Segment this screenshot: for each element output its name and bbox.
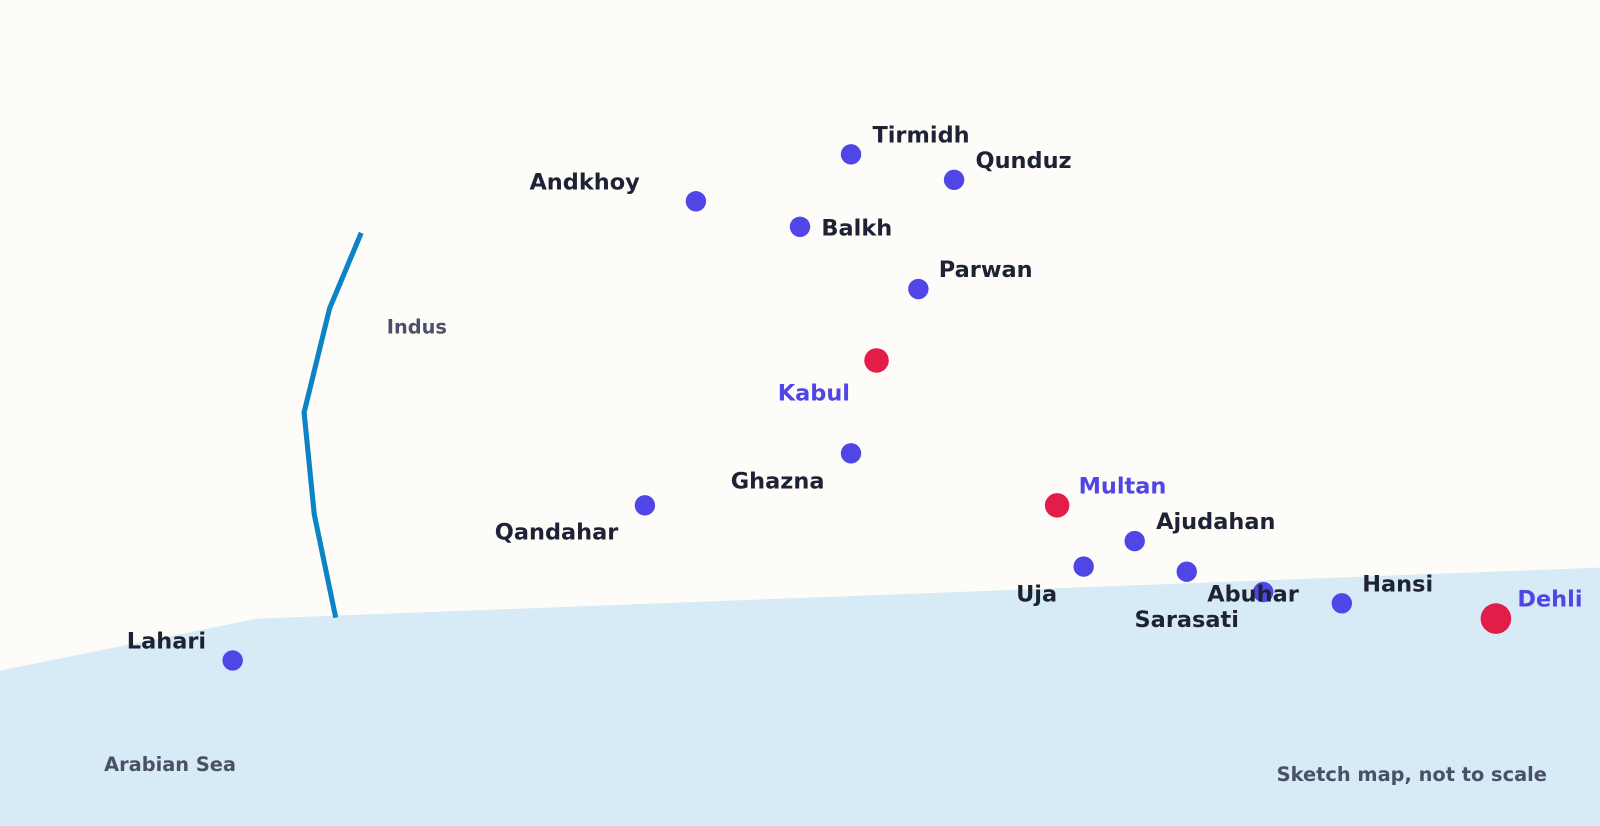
place-label: Multan <box>1079 473 1167 499</box>
places: Tirmidh Qunduz Andkhoy Balkh Parwan Kabul Ghaz… <box>127 122 1583 671</box>
place-label: Qandahar <box>495 519 619 545</box>
town-marker <box>943 169 965 191</box>
place-label: Qunduz <box>976 148 1072 174</box>
town-marker <box>1331 593 1353 614</box>
place-label: Parwan <box>939 257 1033 283</box>
town-marker <box>1124 530 1145 552</box>
town-marker <box>1073 556 1094 577</box>
town-marker <box>908 278 929 300</box>
place-label: Sarasati <box>1135 607 1239 633</box>
sea-label: Arabian Sea <box>104 753 236 776</box>
place-label: Abuhar <box>1207 582 1299 608</box>
place-label: Kabul <box>778 381 850 407</box>
town-marker <box>685 191 707 212</box>
capital-marker <box>864 348 889 373</box>
place-label: Ajudahan <box>1156 509 1275 535</box>
place-label: Lahari <box>127 629 206 655</box>
town-marker <box>840 144 862 165</box>
sea <box>0 567 1600 826</box>
capital-marker <box>1480 603 1512 634</box>
town-marker <box>1253 581 1274 603</box>
town-marker <box>1176 561 1197 582</box>
place-label: Dehli <box>1517 587 1582 613</box>
town-marker <box>789 216 811 237</box>
place-label: Hansi <box>1362 571 1433 597</box>
river <box>301 231 364 619</box>
place-label: Ghazna <box>731 468 825 494</box>
note: Sketch map, not to scale <box>1277 763 1547 786</box>
place-label: Uja <box>1016 582 1057 608</box>
town-marker <box>222 650 243 671</box>
place-label: Balkh <box>821 215 892 241</box>
town-marker <box>840 443 862 464</box>
river-label: Indus <box>387 315 447 338</box>
capital-marker <box>1044 493 1070 518</box>
place-label: Tirmidh <box>872 122 969 148</box>
town-marker <box>634 495 656 516</box>
place-label: Andkhoy <box>529 169 640 195</box>
